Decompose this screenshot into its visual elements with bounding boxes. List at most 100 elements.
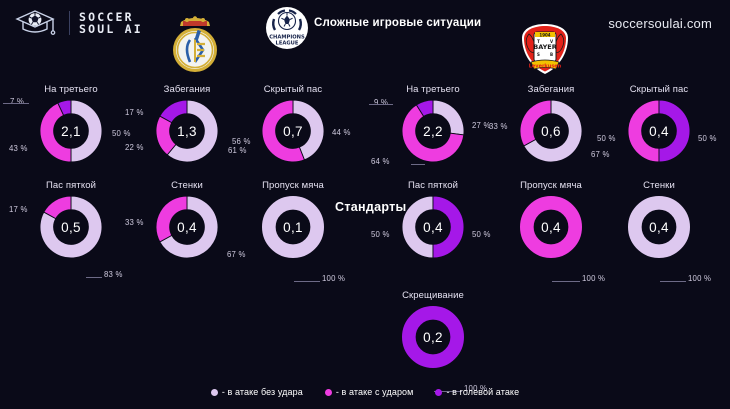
donut-chart-rm-skrytyi-pas: Скрытый пас 0,7 44 % 56 % (232, 84, 350, 166)
svg-text:BAYER: BAYER (533, 43, 557, 51)
legend-goal-attack[interactable]: - в голевой атаке (435, 387, 519, 397)
donut-percent-label: 33 % (125, 218, 144, 227)
donut-ring: 0,4 (627, 195, 691, 259)
donut-center-value: 0,2 (423, 329, 443, 345)
donut-percent-label: 50 % (112, 129, 131, 138)
donut-title: На третьего (44, 84, 98, 95)
svg-text:B: B (550, 52, 553, 57)
donut-segment (159, 99, 188, 124)
donut-segment (627, 99, 660, 163)
donut-percent-label: 100 % (582, 274, 606, 283)
donut-percent-label: 17 % (9, 205, 28, 214)
svg-text:V: V (550, 39, 554, 44)
site-url: soccersoulai.com (608, 16, 712, 31)
real-madrid-crest-icon (173, 16, 217, 72)
donut-segment (415, 99, 434, 117)
donut-percent-label: 83 % (104, 270, 123, 279)
donut-label-leader-line (552, 281, 580, 282)
donut-segment (261, 99, 305, 163)
donut-title: Пропуск мяча (262, 180, 324, 191)
donut-segment (292, 99, 325, 161)
donut-percent-label: 43 % (9, 144, 28, 153)
legend-label: - в голевой атаке (446, 387, 520, 397)
legend-dot-icon (210, 388, 218, 396)
donut-chart-rm-propusk: Пропуск мяча 0,1 100 % (261, 180, 345, 283)
donut-percent-label: 100 % (322, 274, 346, 283)
donut-title: Скрещивание (402, 290, 464, 301)
donut-segment (519, 99, 552, 147)
donut-percent-label: 33 % (489, 122, 508, 131)
donut-title: Забегания (527, 84, 575, 95)
svg-text:T: T (537, 39, 540, 44)
svg-text:CHAMPIONS: CHAMPIONS (269, 35, 305, 41)
donut-center-value: 0,4 (541, 219, 561, 235)
donut-center-value: 2,2 (423, 123, 443, 139)
donut-center-value: 0,4 (649, 123, 669, 139)
donut-ring: 0,4 (155, 195, 219, 259)
donut-label-leader-line (3, 103, 29, 104)
donut-chart-bl-propusk: Пропуск мяча 0,4 100 % (519, 180, 605, 283)
donut-segment (43, 195, 72, 220)
donut-percent-label: 61 % (228, 146, 247, 155)
section-label-standarty: Стандарты (335, 200, 407, 214)
donut-ring: 0,4 (627, 99, 691, 163)
donut-title: Пас пяткой (46, 180, 96, 191)
donut-percent-label: 7 % (10, 97, 25, 106)
donut-percent-label: 56 % (232, 137, 251, 146)
donut-segment (401, 195, 434, 259)
donut-chart-bl-skreshchivanie: Скрещивание 0,2 100 % (401, 290, 487, 393)
donut-percent-label: 64 % (371, 157, 390, 166)
donut-title: Пас пяткой (408, 180, 458, 191)
donut-chart-rm-na-tretego: На третьего 2,1 50 % 43 % 7 % (3, 84, 130, 166)
donut-center-value: 0,5 (61, 219, 81, 235)
header: SOCCER SOUL AI (0, 0, 730, 74)
donut-ring: 2,2 (401, 99, 465, 163)
donut-segment (155, 195, 188, 243)
graduation-cap-soccer-ball-icon (15, 10, 56, 35)
donut-center-value: 2,1 (61, 123, 81, 139)
donut-title: Стенки (171, 180, 203, 191)
svg-text:Leverkusen: Leverkusen (529, 64, 562, 70)
donut-title: Забегания (163, 84, 211, 95)
donut-chart-bl-skrytyi-pas: Скрытый пас 0,4 50 % 50 % (597, 84, 716, 166)
donut-ring: 0,7 (261, 99, 325, 163)
legend-no-shot[interactable]: - в атаке без удара (210, 387, 303, 397)
brand-line-1: SOCCER (79, 9, 134, 24)
donut-segment (70, 99, 103, 163)
svg-text:S: S (537, 52, 540, 57)
donut-label-leader-line (294, 281, 320, 282)
donut-percent-label: 27 % (472, 121, 491, 130)
donut-ring: 0,4 (401, 195, 465, 259)
donut-title: Скрытый пас (629, 84, 689, 95)
donut-center-value: 1,3 (177, 123, 197, 139)
legend-label: - в атаке с ударом (335, 387, 414, 397)
donut-center-value: 0,4 (177, 219, 197, 235)
donut-segment (57, 99, 72, 116)
donut-percent-label: 67 % (227, 250, 246, 259)
donut-ring: 0,5 (39, 195, 103, 259)
donut-label-leader-line (434, 391, 462, 392)
brand-wordmark: SOCCER SOUL AI (79, 11, 143, 35)
brand-line-2: SOUL AI (79, 22, 143, 36)
donut-segment (159, 195, 219, 259)
legend-label: - в атаке без удара (221, 387, 303, 397)
donut-center-value: 0,4 (423, 219, 443, 235)
donut-segment (39, 102, 72, 163)
donut-percent-label: 100 % (688, 274, 712, 283)
donut-percent-label: 100 % (464, 384, 488, 393)
legend-with-shot[interactable]: - в атаке с ударом (324, 387, 414, 397)
donut-chart-rm-zabeganiya: Забегания 1,3 61 % 22 % 17 % (125, 84, 246, 166)
donut-chart-rm-stenki: Стенки 0,4 33 % 67 % (125, 180, 245, 262)
donut-title: Скрытый пас (263, 84, 323, 95)
donut-percent-label: 50 % (597, 134, 616, 143)
donut-center-value: 0,6 (541, 123, 561, 139)
donut-percent-label: 50 % (472, 230, 491, 239)
donut-segment (401, 104, 465, 163)
donut-chart-bl-na-tretego: На третьего 2,2 27 % 64 % 9 % (369, 84, 490, 166)
donut-ring: 0,2 (401, 305, 465, 369)
donut-percent-label: 67 % (591, 150, 610, 159)
donut-percent-label: 17 % (125, 108, 144, 117)
legend-dot-icon (324, 388, 332, 396)
donut-label-leader-line (411, 164, 425, 165)
